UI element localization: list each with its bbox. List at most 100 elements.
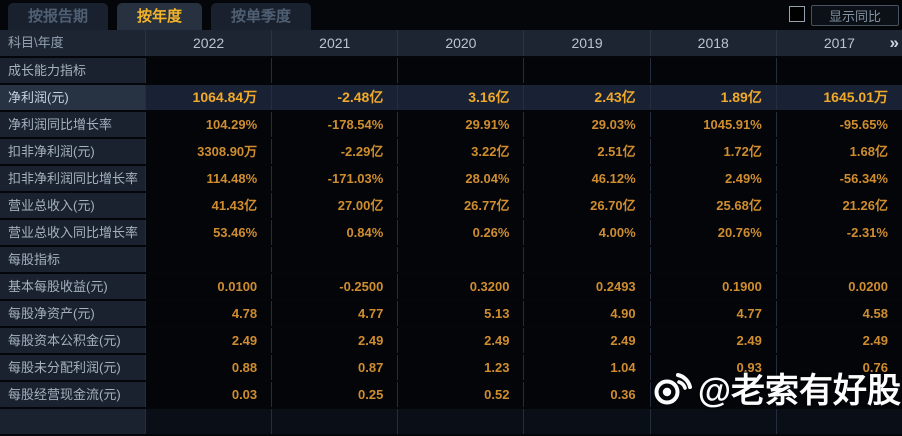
cell-value: 53.46% xyxy=(145,220,272,245)
cell-value xyxy=(649,247,776,272)
table-row[interactable]: 每股未分配利润(元) 0.88 0.87 1.23 1.04 0.93 0.76 xyxy=(0,355,902,380)
cell-value: 3.22亿 xyxy=(397,139,524,164)
row-label: 每股资本公积金(元) xyxy=(0,328,145,353)
cell-value: 46.12% xyxy=(523,166,650,191)
table-row[interactable]: 营业总收入同比增长率 53.46% 0.84% 0.26% 4.00% 20.76% -2.… xyxy=(0,220,902,245)
more-years-icon[interactable]: » xyxy=(889,33,900,52)
table-body: 成长能力指标 净利润(元) 1064.84万 -2.48亿 3.16亿 2.43亿 1.89… xyxy=(0,58,902,434)
cell-value xyxy=(145,247,272,272)
cell-value: 2.51亿 xyxy=(523,139,650,164)
cell-value: 0.26% xyxy=(397,220,524,245)
cell-value: -2.31% xyxy=(775,220,902,245)
row-label: 扣非净利润同比增长率 xyxy=(0,166,145,191)
cell-value: 2.49 xyxy=(649,328,776,353)
cell-value: 0.36 xyxy=(523,382,650,407)
cell-value: 114.48% xyxy=(145,166,272,191)
table-row[interactable]: 净利润同比增长率 104.29% -178.54% 29.91% 29.03% 1045.… xyxy=(0,112,902,137)
cell-value xyxy=(649,409,776,434)
tab-single-quarter[interactable]: 按单季度 xyxy=(211,3,312,30)
cell-value xyxy=(775,247,902,272)
year-header[interactable]: 2019 xyxy=(523,30,649,56)
cell-value: 27.00亿 xyxy=(271,193,398,218)
cell-value: 4.00% xyxy=(523,220,650,245)
row-label: 净利润(元) xyxy=(0,85,145,110)
year-header[interactable]: 2018 xyxy=(649,30,776,56)
cell-value xyxy=(397,58,524,83)
table-row[interactable]: 基本每股收益(元) 0.0100 -0.2500 0.3200 0.2493 0.1900… xyxy=(0,274,902,299)
tab-report-period[interactable]: 按报告期 xyxy=(8,3,109,30)
cell-value: 3.16亿 xyxy=(397,85,524,110)
tab-yearly[interactable]: 按年度 xyxy=(117,3,203,30)
cell-value: 3308.90万 xyxy=(145,139,272,164)
cell-value xyxy=(271,247,398,272)
table-row[interactable]: 营业总收入(元) 41.43亿 27.00亿 26.77亿 26.70亿 25.68亿 21… xyxy=(0,193,902,218)
cell-value: 0.03 xyxy=(145,382,272,407)
cell-value: 0.3200 xyxy=(397,274,524,299)
corner-header: 科目\年度 xyxy=(8,35,64,50)
table-row[interactable]: 扣非净利润同比增长率 114.48% -171.03% 28.04% 46.12% 2.4… xyxy=(0,166,902,191)
cell-value xyxy=(649,58,776,83)
cell-value: 1064.84万 xyxy=(145,85,272,110)
cell-value: 2.49 xyxy=(397,328,524,353)
cell-value: 26.70亿 xyxy=(523,193,650,218)
cell-value xyxy=(775,58,902,83)
table-row[interactable]: 每股经营现金流(元) 0.03 0.25 0.52 0.36 xyxy=(0,382,902,407)
cell-value: 2.49% xyxy=(649,166,776,191)
cell-value xyxy=(271,409,398,434)
table-header-row: 科目\年度 2022 2021 2020 2019 2018 2017 » xyxy=(0,30,902,56)
table-row[interactable]: 每股净资产(元) 4.78 4.77 5.13 4.90 4.77 4.58 xyxy=(0,301,902,326)
cell-value: 4.77 xyxy=(649,301,776,326)
cell-value xyxy=(271,58,398,83)
section-row[interactable]: 每股指标 xyxy=(0,247,902,272)
cell-value: 0.52 xyxy=(397,382,524,407)
cell-value: 28.04% xyxy=(397,166,524,191)
cell-value xyxy=(523,409,650,434)
cell-value: -0.2500 xyxy=(271,274,398,299)
cell-value: 0.76 xyxy=(775,355,902,380)
cell-value: -171.03% xyxy=(271,166,398,191)
row-label: 每股经营现金流(元) xyxy=(0,382,145,407)
financial-table: 科目\年度 2022 2021 2020 2019 2018 2017 » 成长… xyxy=(0,30,902,436)
row-label xyxy=(0,409,145,434)
cell-value: 5.13 xyxy=(397,301,524,326)
cell-value: 0.0200 xyxy=(775,274,902,299)
table-row[interactable]: 净利润(元) 1064.84万 -2.48亿 3.16亿 2.43亿 1.89亿 1645.… xyxy=(0,85,902,110)
cell-value: 4.90 xyxy=(523,301,650,326)
cell-value: 2.49 xyxy=(271,328,398,353)
section-row[interactable]: 成长能力指标 xyxy=(0,58,902,83)
cell-value xyxy=(775,409,902,434)
show-yoy-checkbox[interactable] xyxy=(789,6,805,22)
year-header[interactable]: 2020 xyxy=(397,30,523,56)
cell-value: 0.84% xyxy=(271,220,398,245)
year-header[interactable]: 2017 » xyxy=(775,30,902,56)
cell-value xyxy=(397,409,524,434)
row-label: 扣非净利润(元) xyxy=(0,139,145,164)
row-label: 每股指标 xyxy=(0,247,145,272)
cell-value: 2.49 xyxy=(523,328,650,353)
table-row[interactable]: 每股资本公积金(元) 2.49 2.49 2.49 2.49 2.49 2.49 xyxy=(0,328,902,353)
cell-value: 0.25 xyxy=(271,382,398,407)
cell-value: -2.29亿 xyxy=(271,139,398,164)
cell-value: 1.23 xyxy=(397,355,524,380)
row-label: 营业总收入同比增长率 xyxy=(0,220,145,245)
row-label: 营业总收入(元) xyxy=(0,193,145,218)
table-row-cutoff xyxy=(0,409,902,434)
cell-value xyxy=(397,247,524,272)
cell-value: 4.58 xyxy=(775,301,902,326)
cell-value: 0.0100 xyxy=(145,274,272,299)
cell-value: 2.43亿 xyxy=(523,85,650,110)
cell-value xyxy=(775,382,902,407)
year-header[interactable]: 2021 xyxy=(271,30,397,56)
cell-value: 29.03% xyxy=(523,112,650,137)
table-row[interactable]: 扣非净利润(元) 3308.90万 -2.29亿 3.22亿 2.51亿 1.72亿 1.6… xyxy=(0,139,902,164)
cell-value: 0.93 xyxy=(649,355,776,380)
cell-value: 20.76% xyxy=(649,220,776,245)
year-header[interactable]: 2022 xyxy=(145,30,271,56)
cell-value: -178.54% xyxy=(271,112,398,137)
cell-value: 4.78 xyxy=(145,301,272,326)
cell-value: -56.34% xyxy=(775,166,902,191)
show-yoy-button[interactable]: 显示同比 xyxy=(811,5,899,26)
cell-value: 0.1900 xyxy=(649,274,776,299)
row-label: 成长能力指标 xyxy=(0,58,145,83)
cell-value: 0.88 xyxy=(145,355,272,380)
